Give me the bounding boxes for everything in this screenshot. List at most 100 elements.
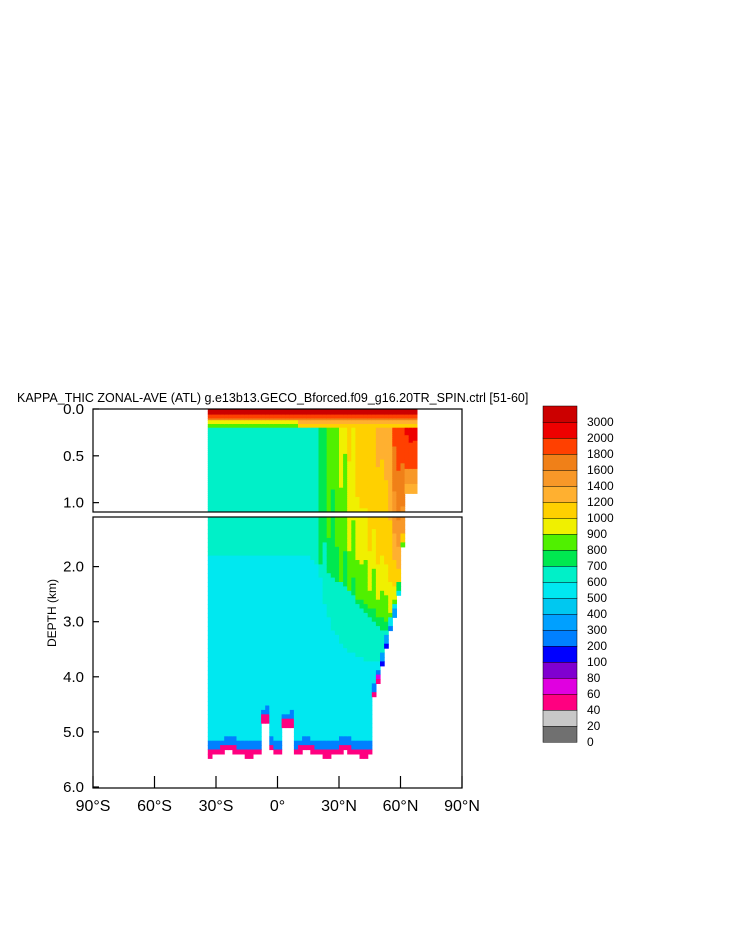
field-cell — [302, 455, 307, 459]
field-cell — [343, 542, 348, 548]
field-cell — [347, 731, 352, 737]
field-cell — [216, 455, 221, 459]
field-cell — [232, 463, 238, 466]
field-cell — [396, 427, 402, 431]
field-cell — [248, 595, 254, 601]
field-cell — [396, 431, 402, 434]
field-cell — [261, 444, 266, 448]
field-cell — [277, 435, 283, 438]
field-cell — [224, 595, 229, 601]
field-cell — [343, 483, 348, 487]
field-cell — [285, 431, 291, 434]
field-cell — [343, 657, 348, 662]
field-cell — [404, 422, 410, 425]
field-cell — [228, 485, 233, 489]
field-cell — [261, 414, 266, 418]
field-cell — [371, 599, 377, 605]
field-cell — [384, 510, 389, 512]
field-cell — [244, 410, 250, 414]
field-cell — [269, 648, 274, 654]
field-cell — [408, 467, 414, 470]
field-cell — [220, 679, 225, 684]
field-cell — [318, 701, 324, 706]
field-cell — [359, 657, 365, 662]
field-cell — [355, 696, 361, 702]
field-cell — [224, 437, 229, 440]
field-cell — [220, 472, 225, 476]
field-cell — [322, 508, 328, 511]
field-cell — [240, 745, 246, 751]
field-cell — [273, 573, 279, 579]
field-cell — [363, 485, 369, 489]
field-cell — [355, 412, 361, 416]
field-cell — [334, 687, 340, 693]
field-cell — [257, 510, 262, 512]
field-cell — [339, 465, 344, 468]
field-cell — [261, 506, 266, 509]
field-cell — [261, 453, 266, 457]
field-cell — [310, 504, 315, 507]
field-cell — [326, 643, 332, 649]
field-cell — [224, 500, 229, 504]
field-cell — [236, 476, 242, 479]
field-cell — [396, 468, 402, 472]
field-cell — [355, 674, 361, 680]
field-cell — [355, 731, 361, 737]
field-cell — [371, 493, 377, 496]
field-cell — [400, 439, 406, 442]
field-cell — [384, 437, 389, 440]
field-cell — [261, 467, 266, 470]
field-cell — [224, 491, 229, 494]
field-cell — [367, 582, 373, 587]
field-cell — [269, 617, 274, 623]
field-cell — [281, 709, 287, 715]
field-cell — [347, 517, 352, 521]
field-cell — [400, 474, 406, 477]
field-cell — [302, 529, 307, 535]
field-cell — [240, 508, 246, 511]
field-cell — [207, 439, 213, 442]
field-cell — [228, 468, 233, 472]
field-cell — [371, 568, 377, 574]
field-cell — [359, 551, 365, 557]
field-cell — [322, 433, 328, 436]
field-cell — [261, 705, 266, 711]
field-cell — [351, 508, 356, 511]
field-cell — [281, 555, 287, 561]
field-cell — [216, 465, 221, 468]
field-cell — [367, 705, 373, 711]
field-cell — [261, 617, 266, 623]
field-cell — [314, 674, 320, 680]
field-cell — [273, 433, 279, 436]
field-cell — [322, 665, 328, 671]
field-cell — [359, 665, 365, 671]
field-cell — [306, 429, 311, 433]
field-cell — [285, 657, 291, 662]
field-cell — [285, 670, 291, 676]
field-cell — [339, 573, 344, 579]
field-cell — [314, 736, 320, 742]
field-cell — [322, 652, 328, 658]
field-cell — [220, 485, 225, 489]
field-cell — [347, 463, 352, 466]
field-cell — [240, 582, 246, 587]
field-cell — [232, 483, 238, 487]
field-cell — [400, 452, 406, 455]
field-cell — [269, 652, 274, 658]
field-cell — [207, 665, 213, 671]
field-cell — [347, 489, 352, 492]
field-cell — [339, 452, 344, 455]
field-cell — [318, 480, 324, 483]
field-cell — [252, 437, 258, 440]
field-cell — [302, 482, 307, 485]
field-cell — [293, 491, 299, 494]
field-cell — [252, 626, 258, 632]
field-cell — [236, 683, 242, 689]
field-cell — [248, 446, 254, 449]
field-cell — [380, 502, 385, 506]
field-cell — [404, 409, 410, 412]
field-cell — [240, 425, 246, 429]
field-cell — [216, 463, 221, 466]
field-cell — [285, 582, 291, 587]
field-cell — [211, 418, 217, 421]
